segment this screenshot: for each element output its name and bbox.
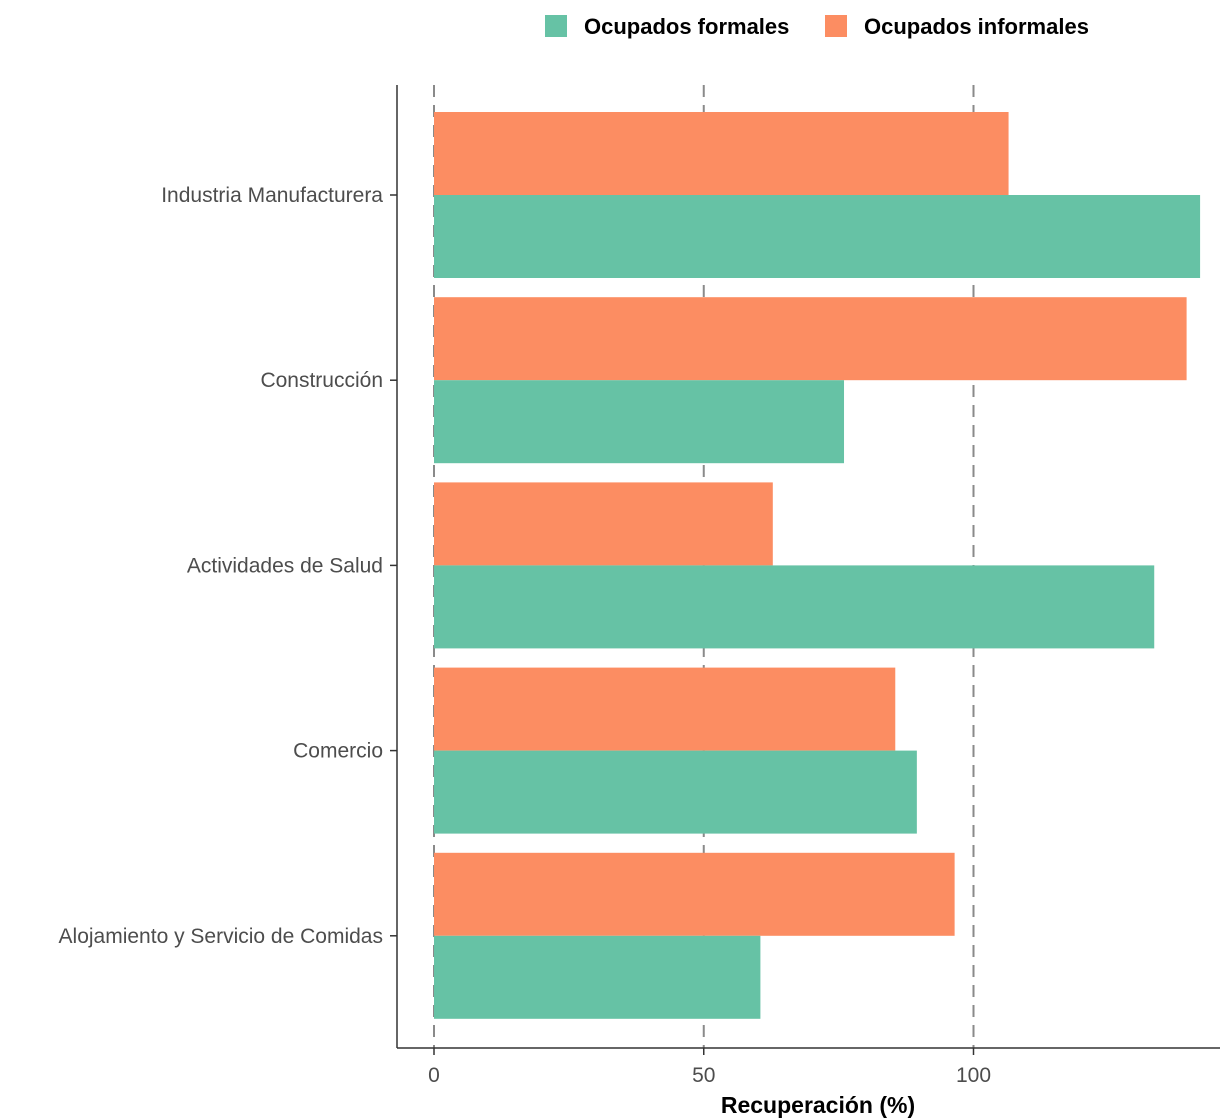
y-tick-label-0: Industria Manufacturera xyxy=(161,184,383,207)
y-tick-label-1: Construcción xyxy=(260,369,383,392)
x-tick-label-100: 100 xyxy=(956,1064,991,1087)
bar-informal-3 xyxy=(434,667,896,751)
bar-formal-0 xyxy=(434,195,1201,278)
x-tick-label-50: 50 xyxy=(692,1064,715,1087)
bar-formal-3 xyxy=(434,750,917,834)
legend-swatch-informal xyxy=(825,15,847,37)
legend-swatch-formal xyxy=(545,15,567,37)
bar-formal-4 xyxy=(434,935,761,1019)
x-tick-label-0: 0 xyxy=(428,1064,440,1087)
axes: Industria Manufacturera Construcción Activ… xyxy=(59,85,1220,1087)
legend-label-informal: Ocupados informales xyxy=(864,14,1089,39)
legend-label-formal: Ocupados formales xyxy=(584,14,789,39)
y-tick-label-3: Comercio xyxy=(293,740,383,763)
bars xyxy=(434,112,1201,1019)
bar-informal-2 xyxy=(434,482,773,566)
y-tick-label-2: Actividades de Salud xyxy=(187,554,383,577)
bar-informal-4 xyxy=(434,852,955,936)
x-axis-title: Recuperación (%) xyxy=(721,1092,915,1118)
bar-formal-1 xyxy=(434,380,845,464)
legend: Ocupados formales Ocupados informales xyxy=(545,14,1089,39)
bar-informal-0 xyxy=(434,112,1009,195)
y-tick-label-4: Alojamiento y Servicio de Comidas xyxy=(59,925,383,948)
bar-informal-1 xyxy=(434,297,1187,381)
bar-formal-2 xyxy=(434,565,1155,649)
